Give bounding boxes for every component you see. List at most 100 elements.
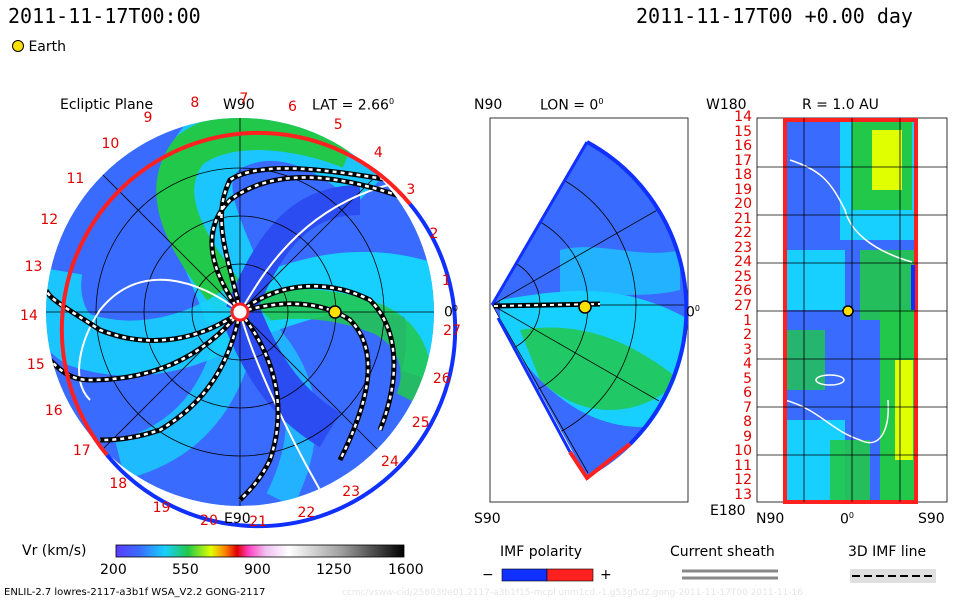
carrington-tick-label: 24 (381, 453, 399, 470)
current-sheath-label: Current sheath (670, 544, 775, 560)
radial-y-tick: 1 (743, 312, 752, 329)
colorbar-tick-4: 1600 (388, 562, 424, 578)
carrington-tick-label: 14 (20, 307, 38, 324)
imf-line-label: 3D IMF line (848, 544, 927, 560)
radial-y-tick: 5 (743, 370, 752, 387)
left-timestamp: 2011-11-17T00:00 (8, 4, 201, 28)
carrington-tick-label: 23 (342, 484, 361, 501)
carrington-tick-label: 17 (72, 443, 91, 459)
ecliptic-top-label: W90 (223, 97, 255, 113)
radial-y-tick: 26 (734, 283, 752, 300)
radial-y-tick: 6 (743, 385, 752, 402)
radial-bottom-n: N90 (756, 511, 785, 527)
meridional-bottom-label: S90 (474, 511, 501, 527)
radial-y-tick: 4 (743, 356, 752, 373)
imf-plus-label: + (600, 567, 612, 583)
colorbar (115, 544, 405, 558)
radial-bottom-zero: 00 (840, 511, 855, 528)
lat-label: LAT = 2.660 (312, 97, 395, 114)
imf-polarity-label: IMF polarity (500, 544, 583, 560)
radial-top-label: W180 (706, 97, 747, 113)
meridional-right-label: 00 (686, 304, 701, 321)
lon-label: LON = 00 (540, 97, 604, 114)
radial-y-tick: 21 (734, 210, 752, 227)
meridional-top-label: N90 (474, 97, 503, 113)
carrington-tick-label: 16 (44, 402, 63, 419)
ecliptic-boundary-red (59, 130, 412, 457)
lat-value: LAT = 2.66 (312, 97, 389, 114)
radial-y-tick: 14 (734, 109, 752, 125)
radial-y-tick: 7 (743, 399, 752, 416)
radial-y-tick: 13 (734, 487, 752, 503)
carrington-tick-label: 27 (443, 322, 461, 339)
radial-y-tick: 9 (743, 428, 752, 445)
ecliptic-boundary-blue (105, 202, 458, 529)
radial-y-tick: 24 (734, 254, 752, 271)
carrington-tick-label: 9 (143, 110, 153, 127)
imf-minus-label: − (482, 567, 494, 583)
carrington-tick-label: 1 (441, 273, 451, 290)
carrington-tick-label: 6 (288, 98, 297, 115)
radial-y-tick: 2 (743, 327, 752, 344)
carrington-tick-label: 7 (239, 91, 249, 108)
radial-bottom-left: E180 (710, 503, 746, 519)
radial-r-label: R = 1.0 AU (802, 97, 879, 113)
meridional-boundary-red (568, 442, 632, 481)
watermark-text: ccmc/vsww-cid/258030e01.2117-a3b1f15-mcp… (342, 588, 803, 598)
radial-y-tick: 15 (734, 123, 752, 140)
carrington-tick-label: 10 (101, 135, 120, 152)
carrington-tick-label: 12 (40, 212, 59, 229)
colorbar-label: Vr (km/s) (22, 543, 87, 559)
colorbar-tick-0: 200 (100, 562, 127, 578)
carrington-tick-label: 25 (411, 415, 430, 432)
carrington-tick-label: 13 (24, 258, 43, 275)
radial-y-tick: 27 (734, 298, 752, 314)
earth-marker-meridional (578, 300, 592, 314)
right-timestamp: 2011-11-17T00 +0.00 day (636, 4, 913, 28)
radial-y-tick: 17 (734, 152, 752, 169)
model-info: ENLIL-2.7 lowres-2117-a3b1f WSA_V2.2 GON… (4, 587, 266, 598)
carrington-tick-label: 15 (26, 356, 45, 373)
carrington-tick-label: 19 (152, 499, 171, 516)
earth-marker-radial (842, 305, 854, 317)
radial-y-tick: 23 (734, 239, 752, 256)
ecliptic-title: Ecliptic Plane (60, 97, 154, 113)
carrington-tick-label: 11 (66, 170, 85, 187)
radial-y-tick: 18 (734, 167, 752, 184)
radial-bottom-s: S90 (918, 511, 945, 527)
radial-y-tick: 12 (734, 472, 752, 489)
ecliptic-plane-panel (46, 118, 434, 506)
radial-y-tick: 20 (734, 196, 752, 213)
radial-y-tick: 16 (734, 138, 752, 155)
earth-marker-ecliptic (328, 305, 342, 319)
radial-y-tick: 11 (734, 457, 752, 474)
colorbar-tick-1: 550 (172, 562, 199, 578)
carrington-tick-label: 20 (200, 512, 218, 529)
imf-polarity-positive (546, 568, 594, 582)
ecliptic-right-label: 00 (444, 304, 459, 321)
carrington-tick-label: 3 (406, 182, 416, 199)
carrington-tick-label: 8 (190, 95, 200, 112)
earth-legend: Earth (12, 39, 66, 55)
radial-y-tick: 22 (734, 225, 752, 242)
radial-y-tick: 19 (734, 181, 752, 198)
radial-y-tick: 8 (743, 414, 752, 431)
carrington-tick-label: 18 (109, 475, 128, 492)
carrington-tick-label: 5 (333, 116, 343, 133)
carrington-tick-label: 2 (429, 225, 439, 242)
carrington-tick-label: 26 (432, 370, 451, 387)
ecliptic-bottom-label: E90 (224, 511, 251, 527)
current-sheath-swatch (682, 569, 778, 580)
earth-legend-label: Earth (28, 39, 66, 55)
radial-y-tick: 3 (743, 341, 752, 358)
meridional-boundary-blue (586, 140, 689, 446)
radial-y-tick: 10 (734, 443, 752, 460)
earth-marker-icon (12, 40, 24, 52)
imf-polarity-negative (501, 568, 548, 582)
colorbar-tick-3: 1250 (316, 562, 352, 578)
sun-marker (230, 302, 250, 322)
radial-panel (785, 120, 916, 502)
carrington-tick-label: 4 (373, 145, 383, 162)
carrington-tick-label: 22 (297, 504, 316, 521)
